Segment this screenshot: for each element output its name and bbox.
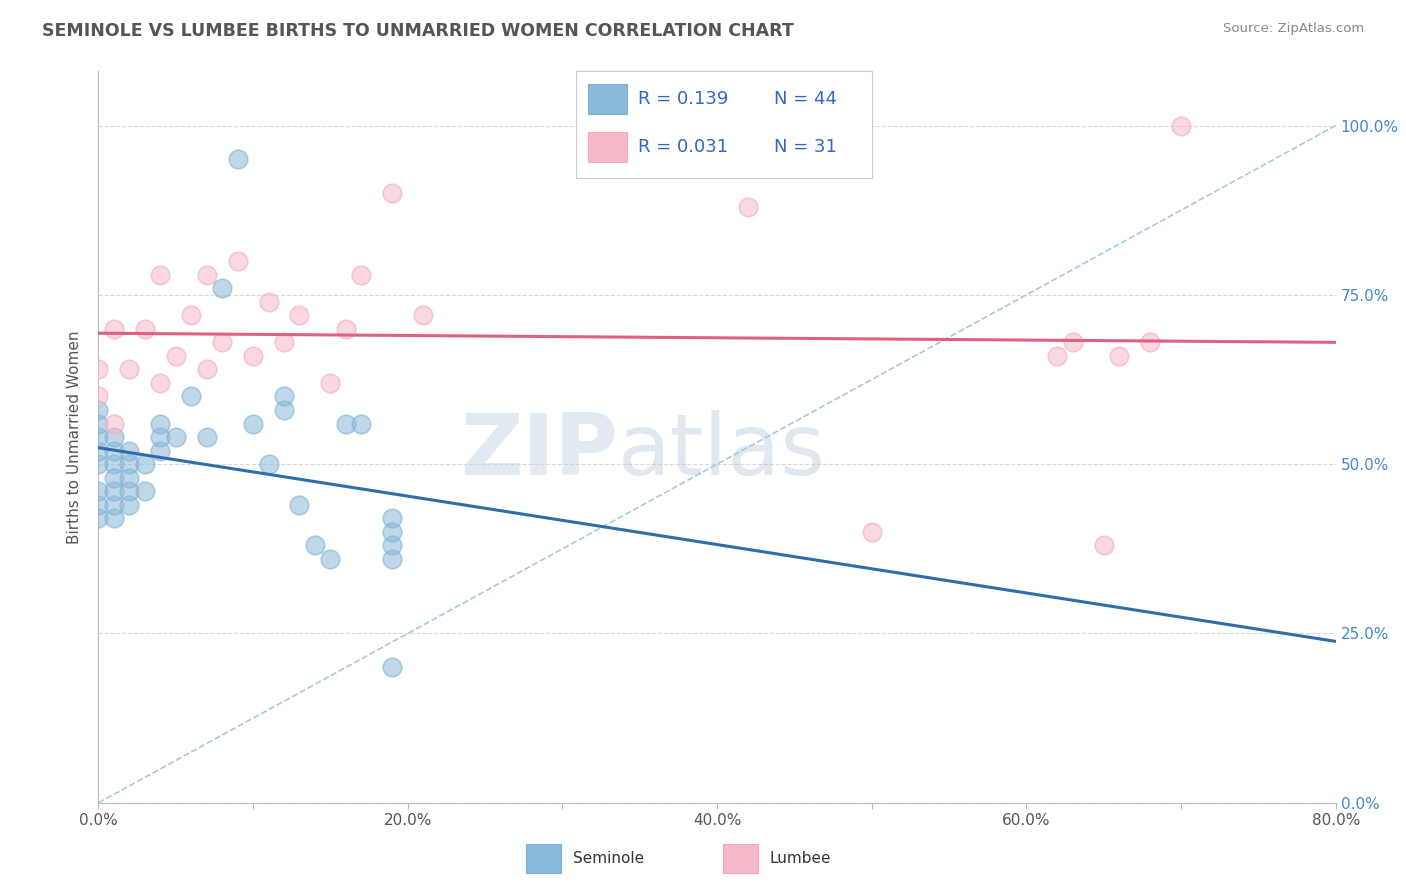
Point: [149, 430, 172, 444]
Point: [1062, 335, 1084, 350]
Point: [149, 268, 172, 282]
Text: R = 0.031: R = 0.031: [638, 138, 728, 156]
Point: [381, 538, 404, 552]
Point: [412, 308, 434, 322]
FancyBboxPatch shape: [588, 132, 627, 162]
Text: atlas: atlas: [619, 410, 827, 493]
Point: [87, 430, 110, 444]
Point: [1108, 349, 1130, 363]
Point: [1092, 538, 1115, 552]
Point: [180, 389, 202, 403]
Point: [257, 294, 280, 309]
Point: [335, 417, 357, 431]
Y-axis label: Births to Unmarried Women: Births to Unmarried Women: [67, 330, 83, 544]
Point: [87, 389, 110, 403]
Point: [103, 471, 125, 485]
Point: [103, 498, 125, 512]
Point: [165, 430, 187, 444]
Point: [103, 484, 125, 499]
Point: [87, 417, 110, 431]
Point: [319, 552, 342, 566]
Point: [1170, 119, 1192, 133]
Point: [273, 335, 295, 350]
Point: [381, 511, 404, 525]
Point: [103, 322, 125, 336]
Point: [273, 389, 295, 403]
Point: [381, 186, 404, 201]
Point: [288, 498, 311, 512]
Text: Source: ZipAtlas.com: Source: ZipAtlas.com: [1223, 22, 1364, 36]
Point: [87, 511, 110, 525]
Point: [1046, 349, 1069, 363]
Point: [118, 498, 141, 512]
Point: [118, 471, 141, 485]
Point: [118, 362, 141, 376]
Point: [319, 376, 342, 390]
Point: [737, 200, 759, 214]
Point: [211, 335, 233, 350]
Point: [118, 484, 141, 499]
Point: [87, 403, 110, 417]
Point: [103, 430, 125, 444]
Point: [304, 538, 326, 552]
Point: [118, 443, 141, 458]
Point: [103, 417, 125, 431]
Point: [103, 511, 125, 525]
Point: [195, 268, 218, 282]
Point: [87, 457, 110, 471]
Point: [257, 457, 280, 471]
Point: [149, 417, 172, 431]
Text: Lumbee: Lumbee: [770, 851, 831, 866]
Point: [180, 308, 202, 322]
FancyBboxPatch shape: [526, 844, 561, 873]
Point: [381, 660, 404, 674]
Point: [288, 308, 311, 322]
Point: [242, 349, 264, 363]
Point: [118, 457, 141, 471]
Point: [87, 498, 110, 512]
Text: N = 31: N = 31: [775, 138, 837, 156]
Point: [242, 417, 264, 431]
Point: [211, 281, 233, 295]
Point: [860, 524, 883, 539]
Text: Seminole: Seminole: [574, 851, 644, 866]
Point: [350, 268, 373, 282]
Point: [381, 552, 404, 566]
Point: [195, 362, 218, 376]
Point: [149, 376, 172, 390]
Text: R = 0.139: R = 0.139: [638, 90, 728, 108]
Point: [165, 349, 187, 363]
Point: [273, 403, 295, 417]
Point: [103, 443, 125, 458]
Point: [87, 443, 110, 458]
Point: [87, 484, 110, 499]
Point: [87, 362, 110, 376]
Text: ZIP: ZIP: [460, 410, 619, 493]
Text: N = 44: N = 44: [775, 90, 838, 108]
Point: [134, 484, 156, 499]
Point: [134, 457, 156, 471]
Point: [103, 457, 125, 471]
Point: [335, 322, 357, 336]
Point: [226, 153, 249, 167]
Text: SEMINOLE VS LUMBEE BIRTHS TO UNMARRIED WOMEN CORRELATION CHART: SEMINOLE VS LUMBEE BIRTHS TO UNMARRIED W…: [42, 22, 794, 40]
Point: [226, 254, 249, 268]
Point: [134, 322, 156, 336]
Point: [381, 524, 404, 539]
FancyBboxPatch shape: [588, 84, 627, 114]
Point: [350, 417, 373, 431]
Point: [195, 430, 218, 444]
FancyBboxPatch shape: [723, 844, 758, 873]
Point: [1139, 335, 1161, 350]
Point: [149, 443, 172, 458]
